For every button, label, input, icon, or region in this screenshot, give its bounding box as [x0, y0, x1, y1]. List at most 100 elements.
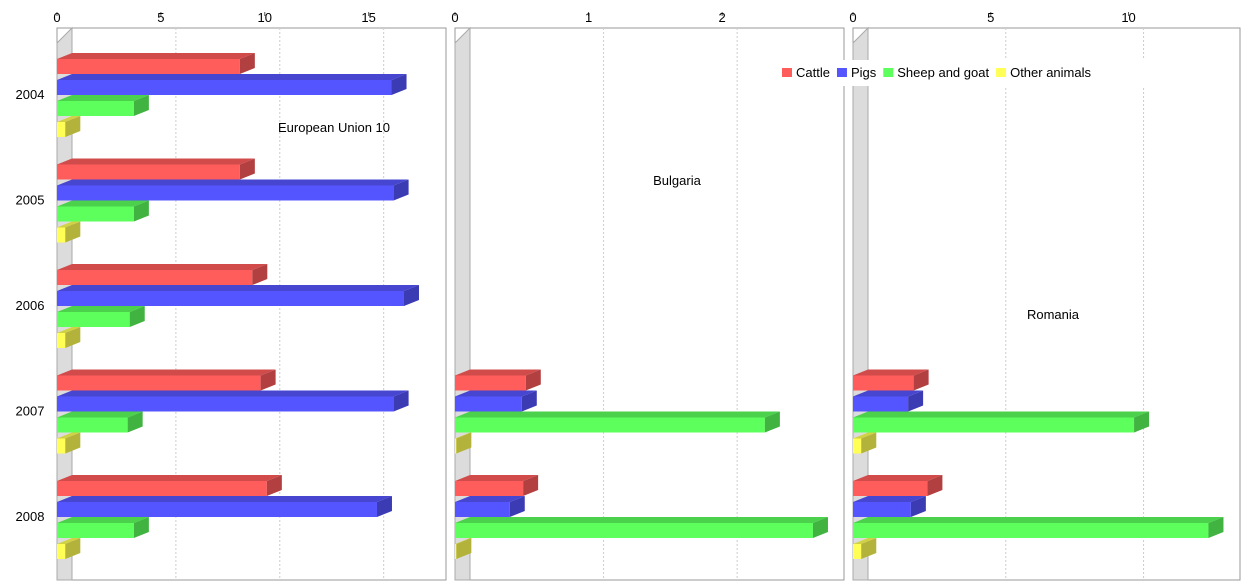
bar-cattle — [57, 375, 261, 391]
bar-side-cattle — [252, 264, 268, 285]
bar-side-other-animals — [65, 116, 81, 137]
bar-side-other-animals — [861, 432, 877, 454]
bar-top-cattle — [853, 475, 943, 481]
bar-side-other-animals — [65, 432, 81, 454]
legend-box — [755, 60, 1235, 86]
bar-sheep-and-goat — [57, 101, 134, 116]
legend-label: Pigs — [851, 65, 877, 80]
bar-side-cattle — [525, 369, 541, 391]
legend-label: Cattle — [796, 65, 830, 80]
bar-other-animals — [57, 122, 66, 137]
bar-top-pigs — [57, 74, 407, 80]
bar-side-pigs — [393, 390, 409, 412]
bar-side-sheep-and-goat — [1134, 411, 1150, 433]
bar-sheep-and-goat — [455, 417, 765, 433]
bar-top-cattle — [853, 369, 929, 376]
tick-label: 10 — [258, 10, 272, 25]
bar-top-sheep-and-goat — [57, 200, 149, 207]
bar-top-cattle — [57, 264, 268, 270]
bar-top-sheep-and-goat — [57, 306, 145, 312]
bar-other-animals — [455, 438, 457, 454]
bar-top-pigs — [455, 496, 525, 502]
tick-label: 0 — [53, 10, 60, 25]
bar-top-pigs — [853, 496, 926, 502]
category-label: 2004 — [16, 87, 45, 102]
bar-top-other-animals — [853, 432, 877, 439]
panel-title: Bulgaria — [653, 173, 701, 188]
category-label: 2005 — [16, 193, 45, 208]
bar-other-animals — [853, 438, 862, 454]
bar-top-other-animals — [455, 432, 472, 439]
bar-other-animals — [57, 333, 66, 348]
bar-cattle — [455, 375, 526, 391]
bar-side-cattle — [239, 53, 255, 74]
bar-top-other-animals — [57, 221, 81, 228]
legend-label: Other animals — [1010, 65, 1091, 80]
tick-label: 5 — [987, 10, 994, 25]
bar-cattle — [57, 481, 267, 496]
bar-sheep-and-goat — [853, 417, 1135, 433]
bar-top-sheep-and-goat — [455, 411, 780, 418]
bar-top-cattle — [57, 53, 255, 59]
category-label: 2006 — [16, 298, 45, 313]
bar-pigs — [455, 396, 522, 412]
bar-pigs — [57, 80, 392, 95]
bar-other-animals — [57, 227, 66, 243]
bar-pigs — [853, 396, 909, 412]
bar-top-pigs — [57, 390, 409, 397]
bar-sheep-and-goat — [57, 417, 128, 433]
bar-cattle — [57, 59, 240, 74]
tick-label: 5 — [157, 10, 164, 25]
bar-top-other-animals — [455, 538, 472, 544]
bar-top-pigs — [57, 496, 392, 502]
tick-label: 2 — [719, 10, 726, 25]
bar-side-pigs — [521, 390, 537, 412]
bar-side-sheep-and-goat — [812, 517, 828, 538]
bar-side-other-animals — [65, 327, 81, 348]
bar-pigs — [57, 291, 404, 306]
bar-pigs — [57, 396, 394, 412]
bar-top-cattle — [57, 158, 255, 165]
tick-label: 1 — [585, 10, 592, 25]
bar-side-other-animals — [456, 538, 472, 559]
bar-top-cattle — [57, 369, 276, 376]
bar-top-pigs — [57, 179, 409, 186]
bar-top-pigs — [57, 285, 419, 291]
bar-sheep-and-goat — [57, 206, 134, 222]
bar-side-cattle — [913, 369, 929, 391]
bar-side-pigs — [393, 179, 409, 201]
bar-side-other-animals — [456, 432, 472, 454]
bar-top-cattle — [455, 369, 541, 376]
bar-top-sheep-and-goat — [455, 517, 828, 523]
bar-pigs — [57, 185, 394, 201]
bar-top-other-animals — [57, 116, 81, 122]
bar-top-pigs — [853, 390, 924, 397]
tick-label: 0 — [451, 10, 458, 25]
bar-other-animals — [57, 544, 66, 559]
category-label: 2008 — [16, 509, 45, 524]
bar-pigs — [57, 502, 377, 517]
bar-side-other-animals — [65, 221, 81, 243]
legend-swatch — [883, 68, 894, 77]
bar-top-cattle — [455, 475, 539, 481]
bar-top-sheep-and-goat — [57, 517, 149, 523]
bar-side-cattle — [927, 475, 943, 496]
bar-top-sheep-and-goat — [853, 517, 1224, 523]
bar-cattle — [853, 375, 914, 391]
bar-side-sheep-and-goat — [129, 306, 145, 327]
bar-top-sheep-and-goat — [57, 411, 143, 418]
bar-side-sheep-and-goat — [133, 95, 149, 116]
category-label: 2007 — [16, 404, 45, 419]
bar-side-pigs — [391, 74, 407, 95]
tick-label: 10 — [1121, 10, 1135, 25]
legend-label: Sheep and goat — [897, 65, 989, 80]
bar-side-sheep-and-goat — [764, 411, 780, 433]
bar-side-sheep-and-goat — [133, 517, 149, 538]
bar-top-other-animals — [57, 538, 81, 544]
panel-title: European Union 10 — [278, 120, 390, 135]
bar-other-animals — [455, 544, 457, 559]
bar-side-other-animals — [65, 538, 81, 559]
bar-side-pigs — [376, 496, 392, 517]
